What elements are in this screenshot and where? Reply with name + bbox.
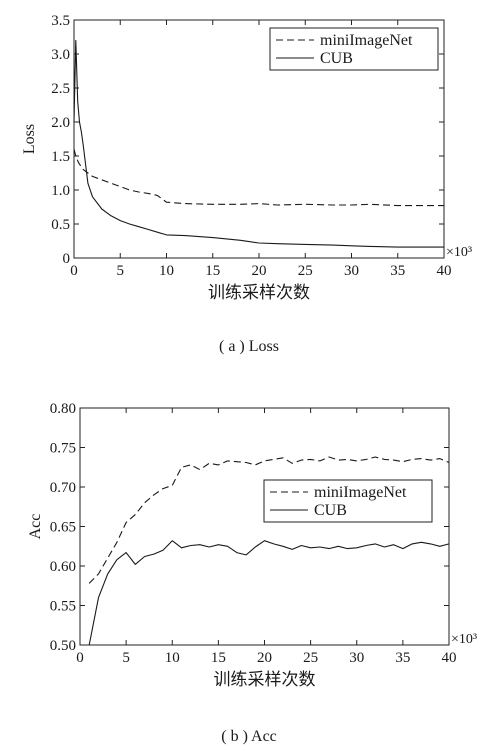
x-tick-label: 20: [257, 650, 272, 666]
y-tick-label: 1.5: [51, 149, 70, 165]
x-axis-multiplier: ×10³: [451, 632, 477, 647]
y-tick-label: 0.80: [50, 401, 76, 417]
x-axis-multiplier: ×10³: [446, 245, 472, 260]
x-tick-label: 10: [165, 650, 180, 666]
y-tick-label: 0.50: [50, 638, 76, 654]
x-tick-label: 30: [349, 650, 364, 666]
y-tick-label: 0.75: [50, 441, 76, 457]
chart-loss: 0 5 10 15 20 25 30 35 40 0 0.5 1.0 1.5 2.0 2.5 3.0 3.5 ×1…: [21, 13, 472, 303]
x-axis-label: 训练采样次数: [208, 283, 310, 303]
legend-label-miniimagenet: miniImageNet: [314, 484, 407, 501]
y-tick-label: 2.0: [51, 115, 70, 131]
x-tick-label: 25: [298, 263, 313, 279]
y-tick-label: 0: [63, 251, 71, 267]
legend-label-miniimagenet: miniImageNet: [320, 32, 413, 49]
chart-acc: 0 5 10 15 20 25 30 35 40 0.50 0.55 0.60 0.65 0.70 0.75…: [27, 401, 477, 690]
series-line-cub: [88, 540, 450, 646]
series-line-miniimagenet: [88, 456, 450, 584]
series-line-cub: [73, 39, 444, 248]
series-line-miniimagenet: [73, 149, 444, 207]
x-tick-label: 30: [344, 263, 359, 279]
y-tick-label: 0.70: [50, 480, 76, 496]
caption-acc: ( b ) Acc: [221, 728, 277, 745]
legend-box: [269, 27, 439, 71]
x-tick-label: 0: [76, 650, 84, 666]
x-tick-label: 5: [122, 650, 130, 666]
x-tick-label: 5: [117, 263, 125, 279]
x-tick-label: 0: [70, 263, 78, 279]
x-tick-label: 15: [211, 650, 226, 666]
x-tick-label: 15: [205, 263, 220, 279]
caption-loss: ( a ) Loss: [219, 338, 279, 355]
y-tick-label: 0.65: [50, 520, 76, 536]
x-tick-label: 25: [303, 650, 318, 666]
x-tick-label: 20: [252, 263, 267, 279]
x-axis-label: 训练采样次数: [214, 670, 316, 690]
legend-box: [263, 479, 433, 523]
y-axis-label: Acc: [27, 514, 44, 540]
x-tick-label: 40: [437, 263, 452, 279]
y-tick-label: 1.0: [51, 183, 70, 199]
y-axis-label: Loss: [21, 124, 38, 154]
y-tick-label: 3.0: [51, 47, 70, 63]
legend-label-cub: CUB: [320, 50, 353, 67]
legend-label-cub: CUB: [314, 502, 347, 519]
x-tick-label: 35: [390, 263, 405, 279]
y-tick-label: 0.55: [50, 599, 76, 615]
y-tick-label: 3.5: [51, 13, 70, 29]
x-tick-label: 10: [159, 263, 174, 279]
plot-frame: [79, 407, 450, 646]
x-tick-label: 35: [395, 650, 410, 666]
y-tick-label: 0.5: [51, 217, 70, 233]
x-tick-label: 40: [442, 650, 457, 666]
y-tick-label: 2.5: [51, 81, 70, 97]
y-tick-label: 0.60: [50, 559, 76, 575]
